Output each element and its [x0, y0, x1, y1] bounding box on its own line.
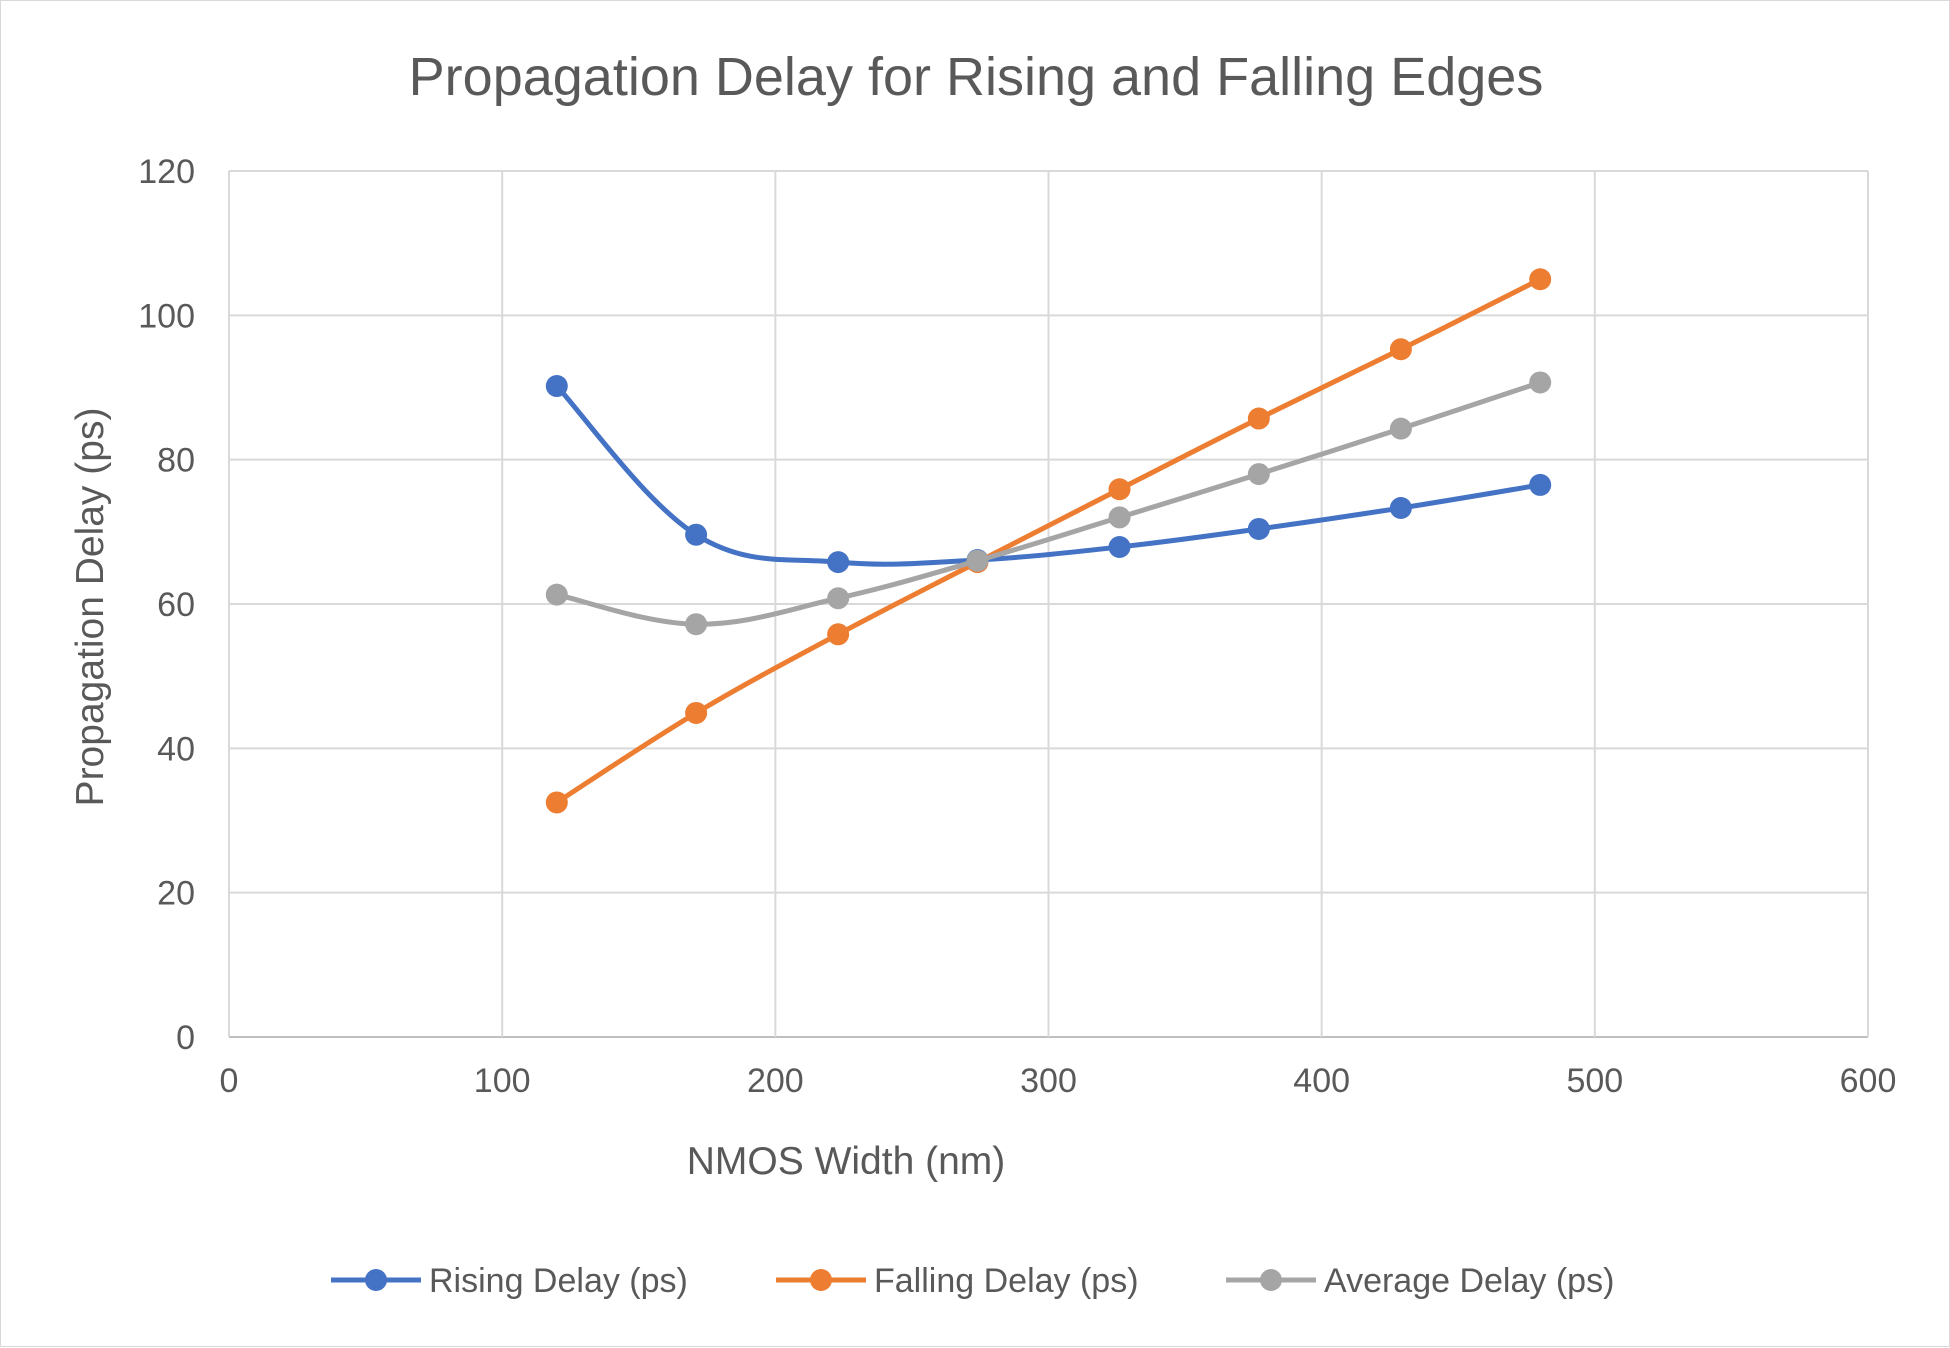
- data-point: [1247, 407, 1270, 430]
- data-point: [1108, 478, 1131, 501]
- gridlines: [228, 170, 1869, 1038]
- series-line: [554, 276, 1543, 805]
- data-point: [685, 701, 708, 724]
- legend-label: Rising Delay (ps): [429, 1262, 688, 1300]
- data-point: [1247, 463, 1270, 486]
- data-point: [545, 791, 568, 814]
- legend-marker: [810, 1269, 832, 1291]
- y-tick-label: 20: [157, 875, 195, 913]
- y-tick-label: 100: [138, 297, 195, 335]
- x-tick-label: 0: [220, 1062, 239, 1100]
- legend-item: Rising Delay (ps): [331, 1262, 688, 1300]
- legend-item: Average Delay (ps): [1226, 1262, 1614, 1300]
- legend-item: Falling Delay (ps): [776, 1262, 1139, 1300]
- data-point: [827, 587, 850, 610]
- data-point: [1108, 506, 1131, 529]
- legend-label: Average Delay (ps): [1324, 1262, 1614, 1300]
- series-2: [545, 268, 1552, 814]
- legend: Rising Delay (ps) Falling Delay (ps) Avera…: [331, 1262, 1614, 1300]
- y-tick-label: 60: [157, 586, 195, 624]
- x-tick-label: 300: [1020, 1062, 1077, 1100]
- data-point: [545, 375, 568, 398]
- data-point: [1529, 268, 1552, 291]
- chart-title: Propagation Delay for Rising and Falling…: [409, 47, 1544, 107]
- legend-marker: [365, 1269, 387, 1291]
- data-point: [827, 551, 850, 574]
- data-series: [545, 268, 1552, 814]
- series-3: [545, 371, 1552, 636]
- x-tick-label: 200: [747, 1062, 804, 1100]
- legend-label: Falling Delay (ps): [874, 1262, 1139, 1300]
- y-axis-title: Propagation Delay (ps): [69, 408, 112, 807]
- series-1: [545, 375, 1552, 574]
- y-tick-label: 40: [157, 730, 195, 768]
- data-point: [827, 623, 850, 646]
- data-point: [966, 549, 989, 572]
- data-point: [1247, 517, 1270, 540]
- y-tick-label: 80: [157, 442, 195, 480]
- x-axis-title: NMOS Width (nm): [687, 1140, 1006, 1183]
- data-point: [1108, 535, 1131, 558]
- data-point: [1529, 371, 1552, 394]
- series-line: [554, 379, 1543, 627]
- x-tick-label: 600: [1840, 1062, 1897, 1100]
- data-point: [685, 613, 708, 636]
- legend-marker: [1260, 1269, 1282, 1291]
- x-tick-label: 500: [1566, 1062, 1623, 1100]
- data-point: [1389, 497, 1412, 520]
- tick-labels: 0 20 40 60 80 100 120 0 100 200 300 400 500 600: [138, 153, 1896, 1100]
- x-tick-label: 400: [1293, 1062, 1350, 1100]
- data-point: [545, 583, 568, 606]
- y-tick-label: 0: [176, 1019, 195, 1057]
- data-point: [1389, 338, 1412, 361]
- data-point: [685, 523, 708, 546]
- y-tick-label: 120: [138, 153, 195, 191]
- data-point: [1389, 417, 1412, 440]
- data-point: [1529, 473, 1552, 496]
- x-tick-label: 100: [474, 1062, 531, 1100]
